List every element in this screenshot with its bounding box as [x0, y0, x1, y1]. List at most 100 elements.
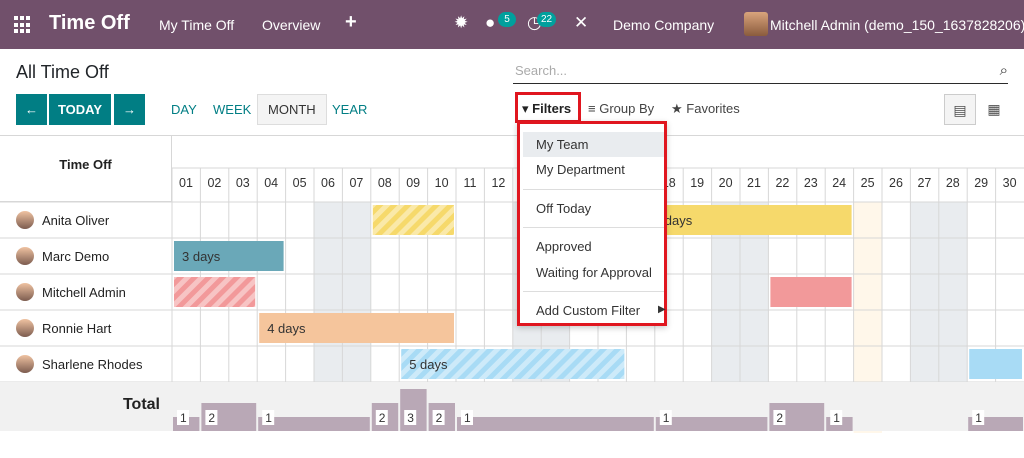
- time-off-bar: [770, 277, 852, 307]
- menu-overview[interactable]: Overview: [262, 17, 321, 33]
- total-count-bg: [404, 410, 417, 425]
- total-bar: [457, 417, 654, 431]
- avatar: [16, 283, 34, 301]
- filters-label: ▾ Filters: [522, 101, 572, 116]
- search-icon[interactable]: ⌕: [999, 62, 1008, 79]
- bar-label: 5 days: [409, 357, 448, 372]
- total-count-bg: [432, 410, 445, 425]
- favorites-button[interactable]: ★ Favorites: [671, 101, 740, 116]
- total-count: 2: [776, 411, 783, 425]
- total-count: 1: [833, 411, 840, 425]
- messages-badge: 5: [498, 12, 516, 27]
- gantt-view-icon[interactable]: ▤: [944, 94, 976, 125]
- top-navbar: Time Off My Time Off Overview + ✹ ● 5 ◷ …: [0, 0, 1024, 49]
- day-label: 07: [349, 176, 364, 190]
- total-count: 1: [464, 411, 471, 425]
- day-label: 09: [406, 176, 421, 190]
- row-marc-demo: Marc Demo: [16, 238, 170, 274]
- scale-year[interactable]: YEAR: [332, 102, 368, 117]
- search-input[interactable]: Search... ⌕: [513, 59, 1008, 84]
- bug-icon[interactable]: ✹: [454, 13, 469, 32]
- total-count: 1: [265, 411, 272, 425]
- total-count: 2: [208, 411, 215, 425]
- divider: [523, 291, 664, 292]
- filter-off-today[interactable]: Off Today: [536, 201, 592, 216]
- avatar: [16, 319, 34, 337]
- total-count: 2: [436, 411, 443, 425]
- divider: [523, 227, 664, 228]
- star-icon: ★: [671, 101, 687, 116]
- total-bar: [258, 417, 370, 431]
- total-bar: [655, 417, 768, 431]
- menu-my-time-off[interactable]: My Time Off: [159, 17, 235, 33]
- filters-dropdown: My Team My Department Off Today Approved…: [517, 121, 667, 326]
- time-off-bar: [259, 313, 454, 343]
- previous-button[interactable]: ←: [16, 94, 47, 125]
- next-button[interactable]: →: [114, 94, 145, 125]
- weekend-column: [314, 202, 343, 382]
- apps-icon[interactable]: [14, 16, 32, 34]
- day-label: 05: [292, 176, 307, 190]
- caret-right-icon: ▶: [658, 304, 666, 315]
- scale-day[interactable]: DAY: [171, 102, 197, 117]
- day-label: 08: [377, 176, 392, 190]
- day-label: 20: [718, 176, 733, 190]
- total-count: 2: [379, 411, 386, 425]
- row-mitchell-admin: Mitchell Admin: [16, 274, 170, 310]
- total-count-bg: [830, 410, 843, 425]
- day-label: 27: [917, 176, 932, 190]
- day-label: 02: [207, 176, 222, 190]
- bar-label: days: [665, 213, 693, 228]
- total-count: 1: [663, 411, 670, 425]
- activity-badge: 22: [537, 12, 557, 27]
- scale-month[interactable]: MONTH: [257, 94, 327, 125]
- total-count: 1: [975, 411, 982, 425]
- total-count-bg: [177, 410, 189, 425]
- row-sharlene-rhodes: Sharlene Rhodes: [16, 346, 170, 382]
- day-label: 06: [321, 176, 335, 190]
- add-custom-filter[interactable]: Add Custom Filter: [536, 303, 641, 318]
- total-count: 1: [180, 411, 187, 425]
- filter-waiting-for-approval[interactable]: Waiting for Approval: [536, 265, 652, 280]
- total-count-bg: [461, 410, 473, 425]
- total-label: Total: [122, 396, 160, 413]
- bar-label: 3 days: [182, 249, 221, 264]
- tools-icon[interactable]: ✕: [574, 13, 589, 32]
- day-label: 24: [832, 176, 847, 190]
- day-label: 30: [1002, 176, 1017, 190]
- weekend-column: [342, 202, 371, 382]
- filter-my-department[interactable]: My Department: [536, 162, 625, 177]
- group-by-button[interactable]: ≡ Group By: [588, 101, 655, 116]
- time-off-bar-stripes: [174, 277, 256, 307]
- company-switcher[interactable]: Demo Company: [613, 17, 715, 33]
- day-label: 26: [889, 176, 903, 190]
- filter-approved[interactable]: Approved: [536, 239, 592, 254]
- day-label: 11: [463, 176, 477, 190]
- total-count-bg: [972, 410, 985, 425]
- day-label: 01: [179, 176, 193, 190]
- app-title[interactable]: Time Off: [49, 12, 130, 34]
- time-off-bar-stripes: [401, 349, 625, 379]
- day-label: 23: [803, 176, 818, 190]
- total-count-bg: [375, 410, 388, 425]
- today-button[interactable]: TODAY: [49, 94, 111, 125]
- total-count-bg: [659, 410, 672, 425]
- avatar: [16, 247, 34, 265]
- calendar-view-icon[interactable]: ▦: [987, 101, 1001, 117]
- avatar: [16, 355, 34, 373]
- gantt-view: days 3 days 4 days 5 days 1 2 1 2 3 2 1 1 2 1 1 Time O…: [0, 135, 1024, 433]
- user-menu[interactable]: Mitchell Admin (demo_150_1637828206): [770, 17, 1024, 33]
- time-off-bar: [174, 241, 284, 271]
- total-count: 3: [407, 411, 414, 425]
- plus-icon[interactable]: +: [345, 11, 357, 33]
- avatar[interactable]: [744, 12, 768, 36]
- avatar: [16, 211, 34, 229]
- weekend-column: [910, 202, 939, 382]
- chat-icon[interactable]: ●: [485, 13, 496, 32]
- filter-my-team[interactable]: My Team: [523, 132, 664, 157]
- day-label: 10: [434, 176, 449, 190]
- page-title: All Time Off: [16, 62, 109, 82]
- total-count-bg: [773, 410, 786, 425]
- row-ronnie-hart: Ronnie Hart: [16, 310, 170, 346]
- scale-week[interactable]: WEEK: [213, 102, 252, 117]
